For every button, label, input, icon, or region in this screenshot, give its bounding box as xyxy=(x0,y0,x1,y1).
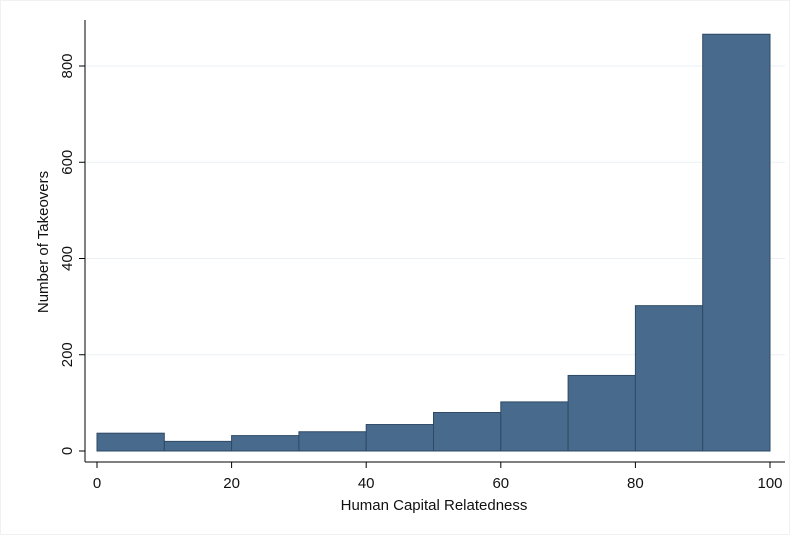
histogram-bar-10 xyxy=(702,33,771,452)
histogram-bar-6 xyxy=(433,412,502,452)
x-tick-label-60: 60 xyxy=(492,475,509,492)
grid-lines xyxy=(86,65,785,356)
histogram-bar-4 xyxy=(298,431,367,452)
y-tick-label-600: 600 xyxy=(59,150,76,175)
y-tick-label-200: 200 xyxy=(59,342,76,367)
histogram-bar-5 xyxy=(365,424,435,452)
histogram-bar-1 xyxy=(96,432,165,452)
histogram-bar-2 xyxy=(163,440,233,452)
tick-marks-and-labels: 0 20 40 60 80 100 0 200 400 600 800 xyxy=(59,53,783,492)
y-tick-label-0: 0 xyxy=(59,447,76,455)
x-tick-label-100: 100 xyxy=(757,475,782,492)
axes xyxy=(84,20,785,463)
histogram-bars xyxy=(96,33,771,452)
y-axis-title: Number of Takeovers xyxy=(35,171,52,313)
x-axis-title: Human Capital Relatedness xyxy=(341,497,528,514)
y-tick-label-400: 400 xyxy=(59,246,76,271)
histogram-bar-3 xyxy=(231,435,300,452)
histogram-bar-7 xyxy=(500,401,569,452)
x-tick-label-80: 80 xyxy=(627,475,644,492)
x-tick-label-20: 20 xyxy=(223,475,240,492)
x-tick-label-40: 40 xyxy=(358,475,375,492)
y-tick-label-800: 800 xyxy=(59,53,76,78)
histogram-bar-9 xyxy=(634,305,704,452)
histogram-bar-8 xyxy=(567,374,636,452)
x-tick-label-0: 0 xyxy=(93,475,101,492)
